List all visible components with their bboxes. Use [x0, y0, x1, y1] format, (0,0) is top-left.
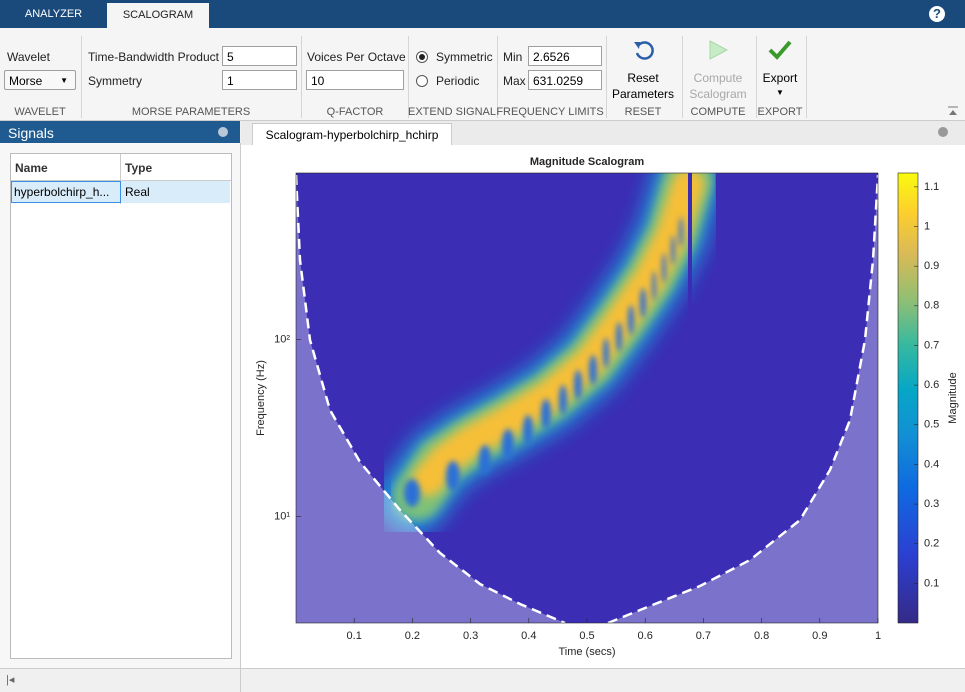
help-button[interactable]: ? — [929, 6, 945, 22]
radio-label: Symmetric — [436, 50, 493, 64]
field-label: Min — [503, 50, 523, 64]
panel-menu[interactable] — [218, 127, 228, 137]
separator — [301, 36, 302, 118]
reset-icon[interactable] — [632, 38, 656, 62]
radio-button[interactable] — [416, 75, 428, 87]
x-tick-label: 0.7 — [696, 630, 711, 642]
separator — [81, 36, 82, 118]
wavelet-dropdown[interactable]: Morse ▼ — [4, 70, 76, 90]
separator — [806, 36, 807, 118]
field-label: Max — [503, 74, 526, 88]
radio-label: Periodic — [436, 74, 480, 88]
wavelet-label: Wavelet — [7, 50, 50, 64]
column-divider — [120, 154, 121, 204]
tab-menu[interactable] — [938, 127, 948, 137]
x-tick-label: 0.8 — [754, 630, 769, 642]
x-axis-label: Time (secs) — [558, 646, 615, 658]
document-tab[interactable]: Scalogram-hyperbolchirp_hchirp — [252, 123, 452, 146]
section-label: Q-FACTOR — [326, 106, 384, 118]
section-label: COMPUTE — [690, 106, 746, 118]
scalogram-image — [296, 173, 878, 623]
field-label: Voices Per Octave — [307, 50, 406, 64]
section-label: WAVELET — [14, 106, 66, 118]
y-tick-label: 10² — [274, 334, 290, 346]
colorbar-tick-label: 0.5 — [924, 419, 939, 431]
colorbar-tick-label: 0.7 — [924, 339, 939, 351]
button-label: Compute — [693, 71, 743, 85]
colorbar-tick-label: 0.3 — [924, 498, 939, 510]
field-label: Symmetry — [88, 74, 142, 88]
toolstrip — [0, 28, 965, 121]
wavelet-value: Morse — [9, 74, 43, 88]
text-input[interactable]: 631.0259 — [528, 70, 602, 90]
collapse-panel[interactable]: |◂ — [6, 674, 15, 686]
separator — [756, 36, 757, 118]
colorbar — [897, 172, 919, 624]
section-label: RESET — [624, 106, 662, 118]
colorbar-tick-label: 0.4 — [924, 458, 939, 470]
y-axis-label: Frequency (Hz) — [255, 360, 267, 436]
button-label: Scalogram — [689, 87, 747, 101]
column-header: Type — [125, 161, 153, 175]
section-label: EXPORT — [757, 106, 803, 118]
text-input[interactable]: 1 — [222, 70, 297, 90]
table-header — [11, 154, 231, 181]
dropdown-arrow: ▼ — [60, 76, 68, 85]
section-label: MORSE PARAMETERS — [131, 106, 251, 118]
text-input[interactable]: 10 — [306, 70, 404, 90]
tab-analyzer[interactable]: ANALYZER — [24, 8, 83, 20]
signals-table — [10, 153, 232, 659]
x-tick-label: 0.2 — [405, 630, 420, 642]
colorbar-tick-label: 1.1 — [924, 181, 939, 193]
collapse-icon[interactable] — [947, 106, 959, 116]
table-cell[interactable]: Real — [125, 185, 150, 199]
colorbar-tick-label: 1 — [924, 220, 930, 232]
chart: Magnitude Scalogram Time (secs) Frequency … — [255, 156, 959, 658]
button-label[interactable]: Parameters — [611, 87, 675, 101]
y-tick-label: 10¹ — [274, 510, 290, 522]
colorbar-tick-label: 0.6 — [924, 379, 939, 391]
separator — [682, 36, 683, 118]
button-label[interactable]: Reset — [627, 71, 659, 85]
field-label: Time-Bandwidth Product — [88, 50, 219, 64]
colorbar-tick-label: 0.2 — [924, 538, 939, 550]
column-header: Name — [15, 161, 48, 175]
section-label: EXTEND SIGNAL — [407, 106, 497, 118]
section-label: FREQUENCY LIMITS — [496, 106, 604, 118]
button-label[interactable]: Export — [762, 71, 798, 85]
text-input[interactable]: 5 — [222, 46, 297, 66]
panel-title: Signals — [8, 125, 54, 141]
colorbar-tick-label: 0.9 — [924, 260, 939, 272]
separator — [606, 36, 607, 118]
table-cell[interactable]: hyperbolchirp_h... — [11, 181, 121, 203]
radio-button[interactable] — [416, 51, 428, 63]
separator — [408, 36, 409, 118]
x-tick-label: 0.9 — [812, 630, 827, 642]
colorbar-tick-label: 0.1 — [924, 577, 939, 589]
x-tick-label: 0.1 — [347, 630, 362, 642]
x-tick-label: 0.3 — [463, 630, 478, 642]
separator — [240, 668, 241, 692]
x-tick-label: 0.4 — [521, 630, 536, 642]
x-tick-label: 0.6 — [638, 630, 653, 642]
export-icon[interactable] — [768, 39, 792, 61]
x-tick-label: 1 — [875, 630, 881, 642]
chart-title: Magnitude Scalogram — [530, 156, 645, 168]
panel-header — [0, 121, 240, 143]
dropdown-arrow[interactable]: ▼ — [776, 88, 784, 97]
separator — [497, 36, 498, 118]
text-input[interactable]: 2.6526 — [528, 46, 602, 66]
x-tick-label: 0.5 — [579, 630, 594, 642]
status-bar — [0, 668, 965, 692]
colorbar-tick-label: 0.8 — [924, 300, 939, 312]
compute-icon — [709, 40, 729, 60]
colorbar-label: Magnitude — [947, 372, 959, 423]
tab-scalogram[interactable]: SCALOGRAM — [107, 3, 209, 28]
